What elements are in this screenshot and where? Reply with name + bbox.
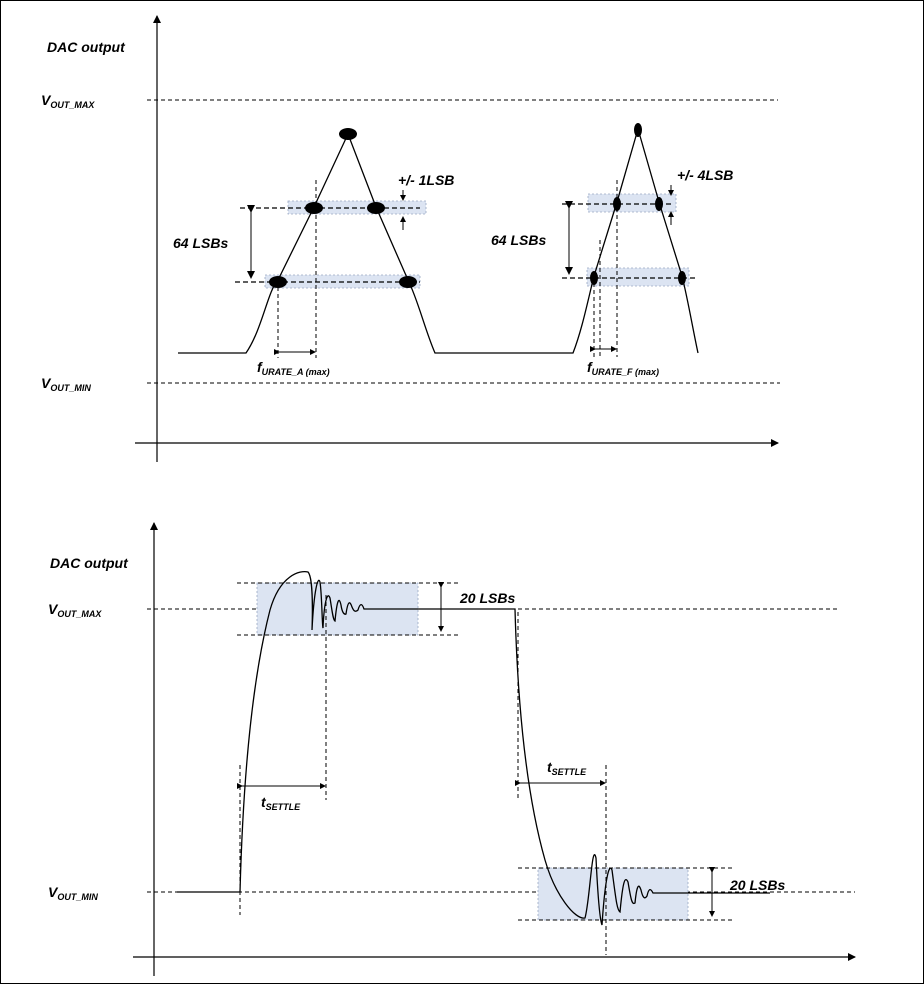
top-left-upper-dot-b [367, 202, 385, 214]
top-right-rate-label: fURATE_F (max) [587, 359, 659, 377]
top-left-64lsb-label: 64 LSBs [173, 235, 228, 251]
top-right-upper-dot-b [655, 197, 663, 211]
top-right-lower-dot-a [590, 271, 598, 285]
bottom-right-settle-label: tSETTLE [547, 759, 587, 777]
top-right-upper-band [587, 193, 677, 213]
top-y-axis-label: DAC output [47, 39, 126, 55]
top-left-tolerance-label: +/- 1LSB [398, 172, 454, 188]
top-left-upper-dot-a [305, 202, 323, 214]
top-left-lower-dot-b [399, 276, 417, 288]
top-vout-min-label: VOUT_MIN [41, 375, 91, 393]
top-right-lower-band [586, 267, 690, 287]
bottom-left-settle-label: tSETTLE [261, 794, 301, 812]
top-vout-max-label: VOUT_MAX [41, 92, 95, 110]
top-left-peak-dot [339, 128, 357, 140]
top-right-peak-dot [634, 123, 642, 137]
top-right-tolerance-label: +/- 4LSB [677, 167, 733, 183]
top-right-lower-dot-b [678, 271, 686, 285]
bottom-vout-max-label: VOUT_MAX [48, 601, 102, 619]
top-left-lower-dot-a [269, 276, 287, 288]
top-waveform [178, 126, 699, 354]
bottom-upper-20lsb-label: 20 LSBs [459, 590, 515, 606]
top-right-upper-dot-a [613, 197, 621, 211]
top-diagram: DAC output VOUT_MAX VOUT_MIN [41, 15, 780, 462]
bottom-vout-min-label: VOUT_MIN [48, 884, 98, 902]
bottom-waveform [177, 570, 770, 926]
top-left-rate-label: fURATE_A (max) [257, 359, 330, 377]
bottom-lower-20lsb-label: 20 LSBs [729, 877, 785, 893]
bottom-diagram: DAC output VOUT_MAX VOUT_MIN tSETTLE tSE… [48, 522, 856, 976]
top-right-64lsb-label: 64 LSBs [491, 232, 546, 248]
bottom-y-axis-label: DAC output [50, 555, 129, 571]
